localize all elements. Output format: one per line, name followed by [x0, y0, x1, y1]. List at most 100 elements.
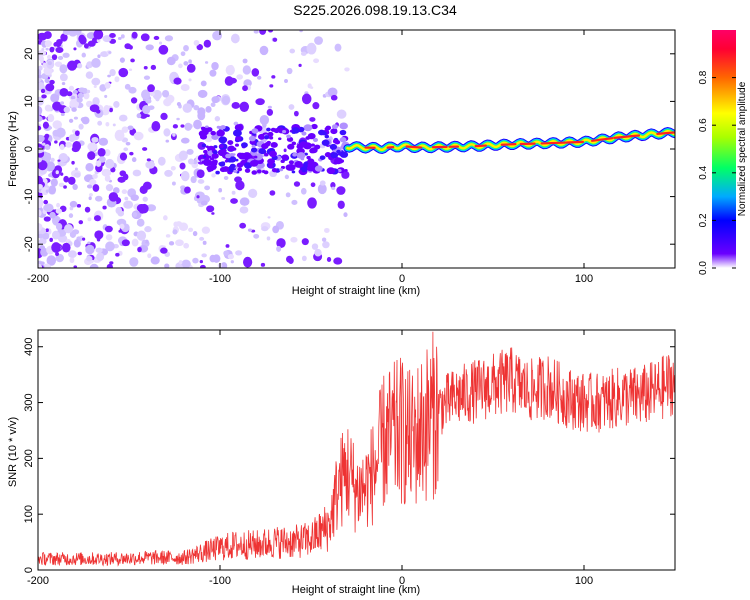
- heatmap-cell: [291, 130, 297, 134]
- heatmap-cell: [327, 87, 338, 97]
- heatmap-cell: [196, 169, 205, 179]
- heatmap-cell: [78, 220, 84, 225]
- heatmap-cell: [330, 94, 338, 101]
- heatmap-cell: [229, 152, 235, 157]
- heatmap-cell: [92, 173, 98, 179]
- heatmap-cell: [286, 67, 293, 75]
- heatmap-cell: [324, 134, 330, 139]
- heatmap-cell: [151, 121, 161, 132]
- heatmap-cell: [212, 30, 223, 41]
- spectrogram-y-tick-label: 0: [23, 146, 35, 152]
- heatmap-ridge-core: [613, 134, 634, 140]
- heatmap-cell: [211, 153, 219, 159]
- heatmap-cell: [253, 233, 260, 239]
- spectrogram-y-tick-label: -20: [23, 236, 35, 252]
- heatmap-cell: [271, 167, 278, 173]
- heatmap-cell: [73, 47, 77, 51]
- heatmap-cell: [292, 152, 298, 157]
- heatmap-cell: [38, 125, 42, 131]
- heatmap-cell: [59, 73, 68, 82]
- spectrogram-x-ticks: -200 -100 0 100: [27, 30, 593, 285]
- heatmap-cell: [108, 51, 112, 54]
- heatmap-cell: [178, 264, 183, 268]
- heatmap-cell: [336, 186, 346, 195]
- heatmap-cell: [55, 208, 62, 214]
- heatmap-cell: [76, 63, 83, 69]
- heatmap-cell: [105, 184, 114, 192]
- heatmap-cell: [339, 122, 348, 130]
- heatmap-cell: [205, 105, 212, 113]
- heatmap-cell: [38, 74, 42, 79]
- heatmap-cell: [38, 147, 44, 154]
- heatmap-cell: [317, 183, 327, 195]
- heatmap-cell: [51, 47, 55, 51]
- heatmap-cell: [95, 247, 103, 253]
- heatmap-cell: [259, 45, 269, 56]
- heatmap-cell: [59, 88, 69, 97]
- spectrogram-y-ticks: -20 -10 0 10 20: [23, 48, 675, 252]
- heatmap-cell: [60, 172, 64, 176]
- heatmap-cell: [44, 78, 50, 84]
- heatmap-cell: [128, 86, 137, 94]
- heatmap-cell: [209, 69, 217, 77]
- heatmap-cell: [326, 167, 336, 175]
- heatmap-cell: [187, 158, 195, 165]
- heatmap-cell: [314, 248, 322, 257]
- heatmap-cell: [106, 263, 113, 268]
- heatmap-cell: [128, 68, 133, 72]
- heatmap-cell: [319, 155, 326, 160]
- heatmap-cell: [223, 175, 229, 181]
- heatmap-cell: [85, 244, 95, 255]
- heatmap-cell: [268, 163, 274, 169]
- heatmap-cell: [248, 135, 256, 142]
- heatmap-cell: [202, 155, 206, 158]
- heatmap-cell: [211, 96, 220, 104]
- heatmap-cell: [234, 124, 243, 131]
- heatmap-cell: [264, 135, 270, 140]
- heatmap-cell: [243, 256, 253, 268]
- heatmap-cell: [220, 262, 228, 268]
- heatmap-cell: [298, 170, 303, 174]
- spectrogram-y-label: Frequency (Hz): [7, 111, 19, 187]
- heatmap-cell: [290, 236, 298, 243]
- heatmap-cell: [41, 47, 45, 51]
- heatmap-cell: [164, 35, 174, 42]
- heatmap-cell: [140, 33, 150, 42]
- heatmap-cell: [86, 184, 93, 189]
- heatmap-ridge-core: [629, 134, 641, 138]
- heatmap-cell: [110, 167, 116, 173]
- heatmap-cell: [240, 142, 248, 148]
- heatmap-cell: [305, 136, 311, 140]
- heatmap-cell: [121, 239, 130, 247]
- heatmap-cell: [250, 147, 258, 153]
- heatmap-cell: [272, 37, 278, 42]
- heatmap-cell: [227, 140, 234, 145]
- heatmap-cell: [239, 101, 250, 112]
- heatmap-cell: [326, 257, 332, 263]
- heatmap-cell: [48, 126, 53, 130]
- heatmap-cell: [96, 252, 105, 262]
- heatmap-cell: [299, 30, 303, 33]
- heatmap-cell: [109, 32, 116, 38]
- heatmap-cell: [255, 98, 265, 106]
- heatmap-cell: [54, 140, 58, 144]
- heatmap-cell: [270, 127, 276, 132]
- heatmap-cell: [77, 251, 82, 256]
- heatmap-cell: [50, 157, 55, 162]
- heatmap-cell: [330, 182, 336, 189]
- heatmap-cell: [105, 121, 110, 127]
- heatmap-cell: [85, 100, 93, 108]
- heatmap-cell: [41, 142, 46, 146]
- heatmap-cell: [256, 75, 262, 80]
- heatmap-cell: [57, 234, 68, 243]
- heatmap-cell: [38, 134, 45, 143]
- heatmap-cell: [50, 178, 58, 187]
- heatmap-cell: [256, 169, 262, 174]
- spectrogram-x-tick-label: -200: [27, 273, 49, 285]
- heatmap-cell: [276, 245, 282, 252]
- heatmap-cell: [182, 103, 193, 113]
- heatmap-cell: [58, 182, 65, 188]
- heatmap-ridge-core: [405, 145, 423, 149]
- heatmap-cell: [236, 152, 244, 158]
- heatmap-cell: [180, 170, 190, 182]
